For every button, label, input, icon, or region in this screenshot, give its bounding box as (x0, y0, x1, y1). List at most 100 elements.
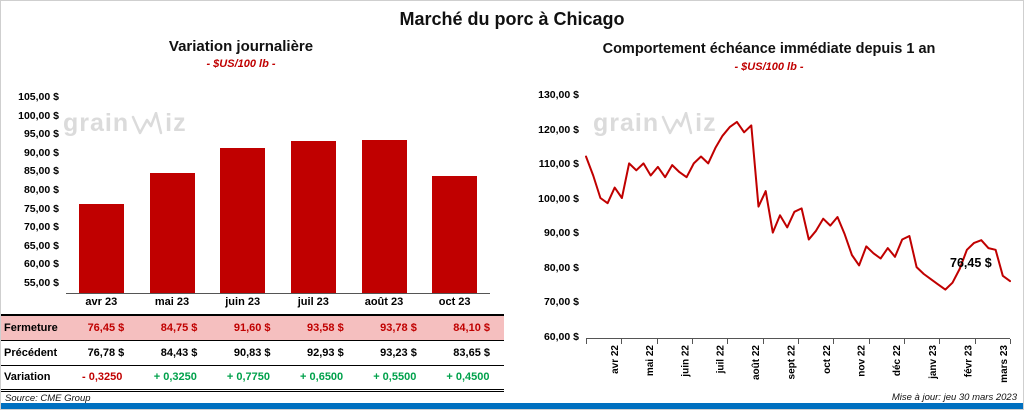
last-price-label: 76,45 $ (950, 256, 992, 270)
price-line-svg (585, 120, 1011, 291)
bottom-accent-bar (1, 403, 1023, 409)
bar-x-tick-label: oct 23 (438, 296, 471, 308)
table-cell: 84,10 $ (430, 314, 504, 341)
table-cell: 93,23 $ (357, 340, 431, 366)
line-x-tick-label: mai 22 (645, 345, 656, 377)
bar-x-tick-label: juin 23 (225, 296, 261, 308)
line-x-tick-label: juin 22 (680, 345, 692, 377)
grainwiz-zigzag-icon (661, 111, 693, 134)
bar-y-tick-label: 90,00 $ (23, 146, 59, 159)
table-cell: 83,65 $ (430, 340, 504, 366)
price-table: Fermeture 76,45 $ 84,75 $ 91,60 $ 93,58 … (1, 314, 504, 392)
line-y-tick-label: 100,00 $ (538, 192, 579, 205)
line-x-tick-mark (762, 339, 764, 344)
table-cell-positive: + 0,7750 (211, 365, 285, 392)
table-cell: 93,78 $ (357, 314, 431, 341)
table-cell-positive: + 0,3250 (138, 365, 212, 392)
line-chart-title: Comportement échéance immédiate depuis 1… (602, 41, 936, 57)
table-cell: 76,78 $ (65, 340, 139, 366)
table-cell: 84,75 $ (138, 314, 212, 341)
grainwiz-watermark: grain iz (593, 109, 717, 138)
line-x-tick-mark (798, 339, 799, 344)
line-x-tick-mark (586, 339, 587, 344)
watermark-iz-text: iz (695, 109, 717, 137)
line-x-tick-label: juil 22 (715, 345, 727, 374)
line-x-tick-label: déc 22 (892, 345, 904, 377)
bar-y-tick-label: 55,00 $ (23, 276, 59, 289)
bar-avr-23 (78, 204, 124, 293)
line-x-tick-mark (939, 339, 941, 344)
line-x-tick-mark (1010, 339, 1011, 344)
bar-y-tick-label: 85,00 $ (23, 165, 59, 178)
updated-note: Mise à jour: jeu 30 mars 2023 (891, 392, 1017, 403)
table-row-fermeture: Fermeture 76,45 $ 84,75 $ 91,60 $ 93,58 … (1, 314, 504, 341)
daily-variation-panel: Variation journalière - $US/100 lb - gra… (1, 1, 513, 409)
line-y-tick-label: 90,00 $ (543, 227, 579, 240)
line-y-tick-label: 60,00 $ (543, 331, 579, 343)
one-year-trend-panel: Comportement échéance immédiate depuis 1… (513, 1, 1023, 409)
watermark-grain-text: grain (63, 109, 130, 137)
line-x-tick-label: janv 23 (927, 345, 939, 379)
row-label-fermeture: Fermeture (1, 314, 66, 341)
line-x-tick-label: oct 22 (821, 345, 833, 374)
bar-y-tick-label: 65,00 $ (23, 239, 59, 252)
row-label-precedent: Précédent (1, 340, 66, 366)
line-y-tick-label: 110,00 $ (538, 158, 579, 171)
line-x-tick-mark (868, 339, 870, 344)
bar-juin-23 (220, 148, 266, 293)
line-y-tick-label: 70,00 $ (543, 296, 579, 309)
table-row-precedent: Précédent 76,78 $ 84,43 $ 90,83 $ 92,93 … (1, 340, 504, 366)
line-x-tick-mark (692, 339, 693, 344)
line-x-tick-mark (656, 339, 658, 344)
grainwiz-watermark: grain iz (63, 109, 187, 138)
table-cell-positive: + 0,4500 (430, 365, 504, 392)
bar-x-tick-label: mai 23 (154, 296, 190, 308)
bar-oct-23 (432, 175, 478, 293)
table-cell: 93,58 $ (284, 314, 358, 341)
line-x-tick-label: févr 23 (963, 345, 974, 378)
line-x-tick-mark (833, 339, 835, 344)
source-note: Source: CME Group (5, 393, 91, 404)
grainwiz-zigzag-icon (131, 111, 163, 134)
bar-y-tick-label: 105,00 $ (18, 91, 59, 104)
line-x-tick-label: avr 22 (609, 345, 621, 374)
table-cell-positive: + 0,6500 (284, 365, 358, 392)
page-title: Marché du porc à Chicago (399, 9, 625, 29)
line-x-tick-label: août 22 (751, 345, 762, 381)
line-x-tick-mark (727, 339, 729, 344)
line-x-tick-label: mars 23 (998, 345, 1010, 383)
bar-mai-23 (149, 173, 195, 293)
bar-x-tick-label: août 23 (364, 296, 404, 308)
bar-y-tick-label: 60,00 $ (23, 258, 59, 271)
table-cell: 76,45 $ (65, 314, 139, 341)
table-cell-positive: + 0,5500 (357, 365, 431, 392)
line-y-tick-label: 80,00 $ (543, 261, 579, 274)
bar-x-tick-label: avr 23 (85, 296, 118, 308)
bar-chart-subtitle: - $US/100 lb - (206, 58, 276, 70)
bar-chart-plot (66, 89, 490, 294)
line-x-tick-label: nov 22 (857, 345, 868, 377)
line-x-tick-label: sept 22 (786, 345, 798, 380)
line-x-tick-mark (621, 339, 623, 344)
price-line (585, 120, 1011, 291)
bar-y-tick-label: 70,00 $ (23, 221, 59, 234)
bar-chart-title: Variation journalière (168, 38, 314, 55)
table-cell-negative: - 0,3250 (65, 365, 139, 392)
bar-août-23 (361, 139, 407, 293)
line-x-tick-mark (904, 339, 905, 344)
line-x-tick-mark (974, 339, 976, 344)
table-cell: 92,93 $ (284, 340, 358, 366)
table-row-variation: Variation - 0,3250 + 0,3250 + 0,7750 + 0… (1, 365, 504, 392)
line-y-tick-label: 130,00 $ (538, 89, 579, 101)
line-chart-subtitle: - $US/100 lb - (734, 61, 804, 73)
bar-x-tick-label: juil 23 (297, 296, 329, 308)
bar-y-tick-label: 80,00 $ (23, 184, 59, 196)
line-y-tick-label: 120,00 $ (538, 123, 579, 136)
table-cell: 91,60 $ (211, 314, 285, 341)
watermark-grain-text: grain (593, 109, 660, 137)
watermark-iz-text: iz (165, 109, 187, 137)
bar-y-tick-label: 100,00 $ (18, 109, 59, 122)
row-label-variation: Variation (1, 365, 66, 392)
bar-y-tick-label: 95,00 $ (23, 128, 59, 141)
table-cell: 90,83 $ (211, 340, 285, 366)
